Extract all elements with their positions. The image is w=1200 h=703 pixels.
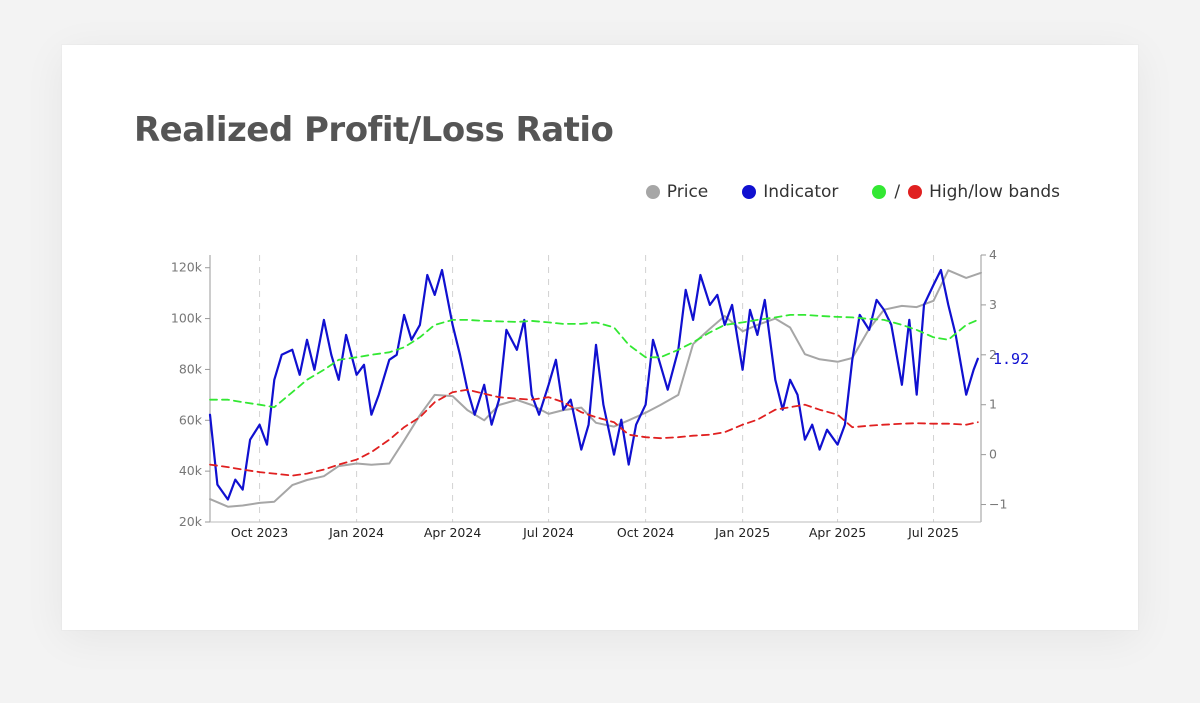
- y-right-tick-label: −1: [989, 497, 1007, 512]
- y-left-tick-label: 80k: [179, 361, 203, 376]
- y-right-tick-label: 3: [989, 297, 997, 312]
- chart-axes: [205, 254, 986, 523]
- legend-label-price: Price: [666, 182, 709, 202]
- x-tick-label: Jul 2025: [907, 525, 959, 540]
- legend-item-price[interactable]: Price: [645, 182, 709, 202]
- series-line-indicator: [208, 268, 979, 501]
- legend-label-indicator: Indicator: [763, 182, 839, 202]
- low-band-legend-dot: [908, 185, 923, 199]
- chart-card: [62, 45, 1138, 630]
- y-right-tick-label: 2: [989, 347, 997, 362]
- chart-grid: [259, 255, 935, 522]
- y-left-tick-label: 20k: [179, 514, 203, 529]
- legend-slash: /: [894, 182, 901, 202]
- y-left-tick-label: 60k: [179, 412, 203, 427]
- chart-legend: Price Indicator / High/low bands: [645, 182, 1060, 202]
- chart-series: [208, 268, 982, 508]
- series-line-high-low-bands: [209, 313, 979, 409]
- series-line-low-band: [209, 388, 979, 477]
- chart-title: Realized Profit/Loss Ratio: [134, 110, 614, 150]
- y-left-tick-label: 100k: [171, 311, 203, 326]
- indicator-last-value-label: 1.92: [993, 350, 1029, 368]
- series-line-price: [209, 269, 982, 508]
- legend-item-indicator[interactable]: Indicator: [742, 182, 838, 202]
- y-right-tick-label: 1: [989, 397, 997, 412]
- legend-item-bands[interactable]: / High/low bands: [872, 182, 1060, 202]
- x-tick-label: Jul 2024: [522, 525, 574, 540]
- indicator-legend-dot: [742, 185, 757, 199]
- x-tick-label: Oct 2024: [617, 525, 674, 540]
- y-right-tick-label: 0: [989, 447, 997, 462]
- chart-labels: Oct 2023 Jan 2024 Apr 2024 Jul 2024 Oct 2024…: [171, 247, 1029, 540]
- x-tick-label: Apr 2024: [424, 525, 481, 540]
- x-tick-label: Apr 2025: [809, 525, 866, 540]
- y-left-tick-label: 40k: [179, 463, 203, 478]
- x-tick-label: Jan 2025: [714, 525, 770, 540]
- y-right-tick-label: 4: [989, 247, 997, 262]
- x-tick-label: Jan 2024: [328, 525, 384, 540]
- y-left-tick-label: 120k: [171, 260, 203, 275]
- price-legend-dot: [645, 185, 660, 199]
- legend-label-bands: High/low bands: [929, 182, 1060, 202]
- x-tick-label: Oct 2023: [231, 525, 288, 540]
- high-band-legend-dot: [872, 185, 887, 199]
